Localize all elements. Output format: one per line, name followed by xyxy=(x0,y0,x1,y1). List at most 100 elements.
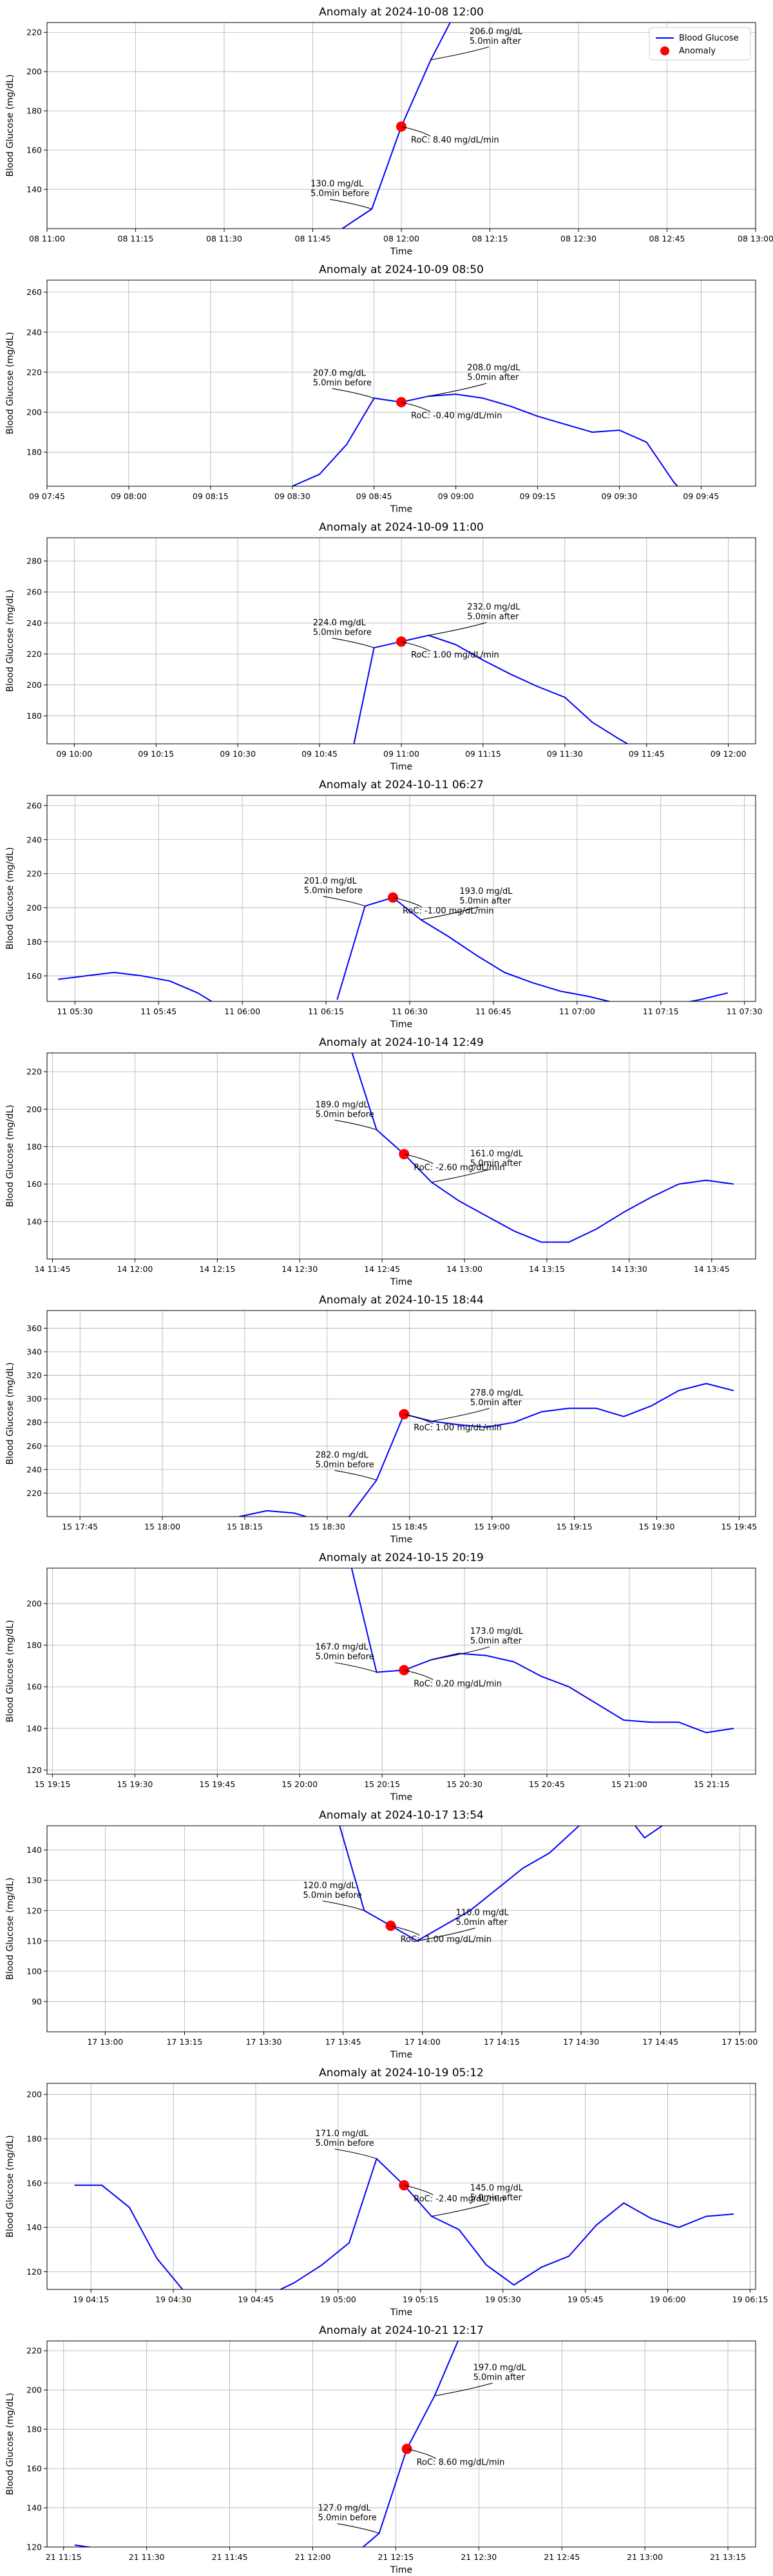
chart-panel: 15 17:45 15 18:00 15 18:15 15 18:30 15 18:45… xyxy=(5,1294,757,1545)
x-tick-label: 09 10:45 xyxy=(301,749,338,759)
annotation-label: 110.0 mg/dL 5.0min after xyxy=(456,1908,510,1927)
x-tick-label: 14 12:00 xyxy=(117,1264,153,1274)
y-tick-label: 180 xyxy=(26,1142,42,1151)
annotation-arrow xyxy=(404,1669,434,1680)
annotation-label-line: 5.0min before xyxy=(310,189,369,199)
x-tick-label: 08 11:30 xyxy=(206,234,242,243)
y-tick-label: 180 xyxy=(26,937,42,947)
annotation-arrow xyxy=(421,906,479,920)
annotation-label: RoC: -1.00 mg/dL/min xyxy=(401,1935,491,1944)
y-tick-label: 260 xyxy=(26,287,42,297)
annotation-label: 206.0 mg/dL 5.0min after xyxy=(470,27,523,46)
annotation-arrow xyxy=(334,1662,377,1673)
y-axis-label: Blood Glucose (mg/dL) xyxy=(5,1362,15,1464)
y-tick-label: 280 xyxy=(26,1417,42,1427)
y-axis-label: Blood Glucose (mg/dL) xyxy=(5,1877,15,1980)
anomaly-marker xyxy=(399,2180,410,2191)
legend-label-anomaly: Anomaly xyxy=(679,46,716,56)
annotation-label-line: RoC: 1.00 mg/dL/min xyxy=(414,1423,502,1433)
y-tick-label: 200 xyxy=(26,408,42,417)
annotation-arrow xyxy=(428,622,487,636)
y-tick-label: 240 xyxy=(26,618,42,628)
annotation-label-line: 5.0min before xyxy=(316,1460,374,1470)
annotation-label: RoC: -0.40 mg/dL/min xyxy=(411,412,502,421)
annotation-arrow xyxy=(334,1470,377,1481)
y-tick-label: 180 xyxy=(26,1640,42,1650)
x-tick-label: 08 11:00 xyxy=(29,234,65,243)
x-tick-label: 08 12:00 xyxy=(383,234,419,243)
x-tick-label: 19 05:30 xyxy=(485,2295,521,2304)
y-tick-label: 140 xyxy=(26,2222,42,2232)
annotation-label-line: 5.0min after xyxy=(467,612,519,622)
annotation-arrow xyxy=(431,2202,490,2217)
x-axis-label: Time xyxy=(390,1792,412,1803)
x-tick-label: 19 04:45 xyxy=(238,2295,274,2304)
x-tick-label: 09 11:30 xyxy=(547,749,583,759)
y-tick-label: 220 xyxy=(26,649,42,659)
y-tick-label: 140 xyxy=(26,185,42,194)
annotation-label: 193.0 mg/dL 5.0min after xyxy=(459,887,513,906)
annotation-arrow xyxy=(332,638,374,649)
anomaly-marker xyxy=(399,1665,410,1676)
annotation-label-line: 5.0min before xyxy=(316,1110,374,1119)
x-tick-label: 08 12:15 xyxy=(472,234,508,243)
annotation-label-line: 206.0 mg/dL xyxy=(470,27,523,37)
annotation-label: 145.0 mg/dL 5.0min after xyxy=(470,2183,524,2202)
x-tick-label: 15 19:15 xyxy=(557,1522,593,1531)
y-tick-label: 120 xyxy=(26,1765,42,1775)
annotation-arrow xyxy=(392,897,423,908)
chart-title: Anomaly at 2024-10-14 12:49 xyxy=(319,1036,484,1049)
x-axis-label: Time xyxy=(390,762,412,772)
glucose-line xyxy=(339,1826,580,1942)
annotation-label-line: 5.0min after xyxy=(456,1918,508,1927)
x-tick-label: 14 13:45 xyxy=(694,1264,730,1274)
x-tick-label: 09 11:00 xyxy=(383,749,419,759)
glucose-line xyxy=(351,1053,734,1243)
chart-panel: 15 19:15 15 19:30 15 19:45 15 20:00 15 20:15… xyxy=(5,1551,756,1803)
annotation-label-line: 5.0min before xyxy=(316,1653,374,1662)
x-tick-label: 21 12:45 xyxy=(544,2552,580,2562)
y-tick-label: 240 xyxy=(26,327,42,337)
annotation-label-line: RoC: -2.60 mg/dL/min xyxy=(414,1163,504,1173)
annotation-label: 197.0 mg/dL 5.0min after xyxy=(473,2363,527,2382)
y-tick-label: 200 xyxy=(26,67,42,77)
x-tick-label: 15 18:15 xyxy=(227,1522,263,1531)
annotation-label: RoC: 0.20 mg/dL/min xyxy=(414,1679,502,1689)
y-tick-label: 160 xyxy=(26,2178,42,2188)
x-tick-label: 15 20:30 xyxy=(446,1779,482,1789)
y-tick-label: 260 xyxy=(26,587,42,597)
x-axis-label: Time xyxy=(390,1019,412,1030)
chart-title: Anomaly at 2024-10-19 05:12 xyxy=(319,2067,484,2079)
annotation-arrow xyxy=(401,126,431,137)
annotation-label-line: 171.0 mg/dL xyxy=(316,2129,369,2139)
annotation-arrow xyxy=(417,1927,475,1942)
annotation-arrow xyxy=(337,2523,379,2534)
annotation-label-line: 232.0 mg/dL xyxy=(467,603,520,612)
x-tick-label: 17 13:30 xyxy=(246,2037,282,2047)
annotation-label: 278.0 mg/dL 5.0min after xyxy=(470,1388,524,1408)
x-tick-label: 21 12:15 xyxy=(377,2552,414,2562)
annotation-label-line: 5.0min before xyxy=(303,1891,362,1900)
y-tick-label: 100 xyxy=(26,1966,42,1976)
x-tick-label: 11 06:15 xyxy=(308,1007,344,1016)
y-tick-label: 240 xyxy=(26,1464,42,1474)
x-tick-label: 15 18:30 xyxy=(309,1522,345,1531)
chart-panel: 21 11:15 21 11:30 21 11:45 21 12:00 21 12:15… xyxy=(5,2324,756,2575)
x-tick-label: 15 20:00 xyxy=(282,1779,318,1789)
x-tick-label: 19 06:00 xyxy=(650,2295,686,2304)
annotation-label-line: 167.0 mg/dL xyxy=(316,1643,369,1653)
x-tick-label: 17 14:15 xyxy=(484,2037,520,2047)
y-tick-label: 220 xyxy=(26,1488,42,1498)
x-tick-label: 21 12:30 xyxy=(461,2552,497,2562)
annotation-label: 120.0 mg/dL 5.0min before xyxy=(303,1881,362,1900)
x-tick-label: 15 19:00 xyxy=(474,1522,510,1531)
axes-frame xyxy=(46,1052,756,1260)
annotation-arrow xyxy=(390,1925,420,1936)
annotation-label-line: 5.0min before xyxy=(313,628,372,638)
chart-panel: 11 05:30 11 05:45 11 06:00 11 06:15 11 06:30… xyxy=(5,779,763,1030)
y-tick-label: 160 xyxy=(26,971,42,981)
x-tick-label: 17 13:15 xyxy=(166,2037,202,2047)
y-tick-label: 320 xyxy=(26,1370,42,1380)
plot-area xyxy=(47,280,756,486)
annotation-label-line: 193.0 mg/dL xyxy=(459,887,513,896)
